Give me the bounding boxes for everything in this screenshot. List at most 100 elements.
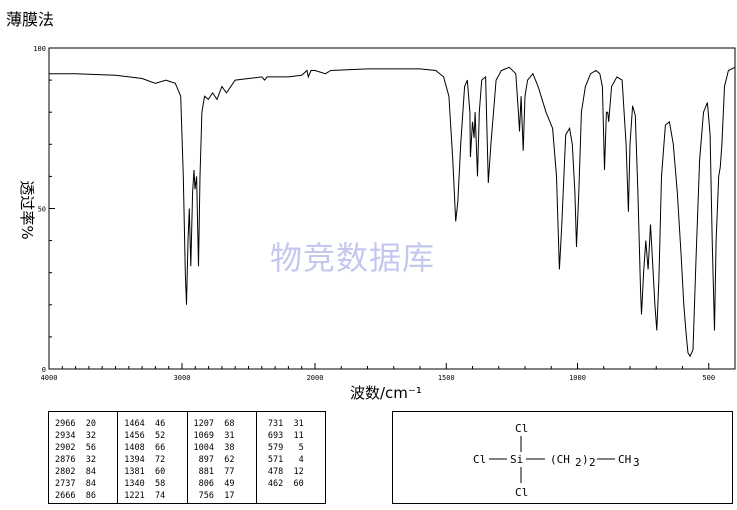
peak-transmittance: 84 (75, 479, 96, 489)
peak-transmittance: 60 (283, 479, 304, 489)
peak-row: 1221 74 (124, 490, 186, 502)
peak-row: 1340 58 (124, 478, 186, 490)
peak-wavenumber: 571 (262, 455, 284, 465)
chain-open: (CH (550, 453, 570, 466)
peak-wavenumber: 756 (193, 491, 214, 501)
atom-cl-top: Cl (515, 422, 528, 435)
peak-row: 462 60 (263, 478, 325, 490)
peak-row: 571 4 (263, 454, 325, 466)
axes-frame (48, 47, 736, 370)
peak-row: 2666 86 (55, 490, 117, 502)
peak-transmittance: 86 (75, 491, 96, 501)
peak-transmittance: 52 (144, 431, 166, 441)
peak-wavenumber: 1456 (124, 431, 145, 441)
molecular-structure: Cl Cl Si Cl (CH 2 ) 2 CH 3 (392, 411, 733, 504)
peak-transmittance: 56 (75, 443, 96, 453)
peak-row: 1069 31 (194, 430, 256, 442)
peak-wavenumber: 806 (193, 479, 214, 489)
peak-wavenumber: 1340 (124, 479, 145, 489)
peak-wavenumber: 2902 (55, 443, 76, 453)
y-tick-label: 0 (42, 366, 46, 374)
peak-wavenumber: 897 (193, 455, 214, 465)
peak-row: 881 77 (194, 466, 256, 478)
peak-transmittance: 62 (213, 455, 235, 465)
peak-row: 1004 38 (194, 442, 256, 454)
peak-row: 806 49 (194, 478, 256, 490)
peak-transmittance: 60 (144, 467, 166, 477)
watermark-text: 物竞数据库 (270, 239, 436, 277)
peak-row: 2737 84 (55, 478, 117, 490)
peak-transmittance: 77 (213, 467, 235, 477)
peak-transmittance: 4 (283, 455, 304, 465)
peak-wavenumber: 1464 (124, 419, 145, 429)
peak-row: 1408 66 (124, 442, 186, 454)
x-tick-label: 1500 (438, 374, 455, 382)
peak-wavenumber: 2737 (55, 479, 76, 489)
y-axis-ticks: 0 50 100 (33, 45, 55, 374)
peak-wavenumber: 1069 (193, 431, 214, 441)
atom-cl-bottom: Cl (515, 486, 528, 499)
peak-row: 897 62 (194, 454, 256, 466)
peak-transmittance: 12 (283, 467, 304, 477)
peak-row: 2876 32 (55, 454, 117, 466)
peak-row: 1456 52 (124, 430, 186, 442)
peak-row: 1394 72 (124, 454, 186, 466)
y-tick-label: 50 (38, 206, 46, 214)
peak-row: 756 17 (194, 490, 256, 502)
chain-close: ) (582, 453, 589, 466)
peak-wavenumber: 2802 (55, 467, 76, 477)
peak-table: 2966 20 2934 32 2902 56 2876 32 2802 84 2737 … (48, 411, 326, 504)
x-tick-label: 1000 (569, 374, 586, 382)
peak-row: 579 5 (263, 442, 325, 454)
peak-column: 1207 68 1069 31 1004 38 897 62 881 77 806 … (186, 412, 256, 503)
peak-transmittance: 5 (283, 443, 304, 453)
peak-wavenumber: 1394 (124, 455, 145, 465)
peak-transmittance: 84 (75, 467, 96, 477)
peak-wavenumber: 881 (193, 467, 214, 477)
peak-wavenumber: 462 (262, 479, 284, 489)
peak-wavenumber: 1221 (124, 491, 145, 501)
peak-transmittance: 74 (144, 491, 166, 501)
peak-row: 478 12 (263, 466, 325, 478)
peak-row: 2934 32 (55, 430, 117, 442)
peak-transmittance: 66 (144, 443, 166, 453)
peak-transmittance: 31 (283, 419, 304, 429)
peak-transmittance: 11 (283, 431, 304, 441)
peak-row: 2966 20 (55, 418, 117, 430)
x-tick-label: 2000 (307, 374, 324, 382)
peak-transmittance: 38 (213, 443, 235, 453)
terminal-subscript: 3 (633, 456, 640, 469)
plot-frame (48, 47, 736, 370)
peak-transmittance: 32 (75, 431, 96, 441)
peak-row: 2802 84 (55, 466, 117, 478)
peak-wavenumber: 1408 (124, 443, 145, 453)
x-tick-label: 500 (702, 374, 715, 382)
method-label: 薄膜法 (6, 10, 55, 29)
peak-wavenumber: 478 (262, 467, 284, 477)
peak-transmittance: 31 (213, 431, 235, 441)
spectrum-line (49, 66, 736, 358)
y-tick-label: 100 (33, 45, 46, 53)
peak-wavenumber: 1381 (124, 467, 145, 477)
peak-transmittance: 32 (75, 455, 96, 465)
peak-row: 731 31 (263, 418, 325, 430)
peak-transmittance: 68 (213, 419, 235, 429)
peak-transmittance: 58 (144, 479, 166, 489)
chain-subscript-n: 2 (589, 456, 596, 469)
atom-cl-left: Cl (473, 453, 486, 466)
peak-transmittance: 46 (144, 419, 166, 429)
peak-transmittance: 72 (144, 455, 166, 465)
peak-row: 1464 46 (124, 418, 186, 430)
y-axis-label: 透过率% (18, 180, 36, 239)
peak-row: 1381 60 (124, 466, 186, 478)
ir-spectrum-chart: 4000 3000 2000 1500 1000 500 0 50 100 波数/cm⁻¹ 透… (18, 45, 736, 400)
x-tick-label: 3000 (174, 374, 191, 382)
peak-column: 731 31 693 11 579 5 571 4 478 12 462 60 (255, 412, 325, 503)
peak-column: 1464 46 1456 52 1408 66 1394 72 1381 60 1340 … (117, 412, 186, 503)
x-tick-label: 4000 (41, 374, 58, 382)
peak-wavenumber: 1207 (193, 419, 214, 429)
peak-transmittance: 17 (213, 491, 235, 501)
peak-row: 1207 68 (194, 418, 256, 430)
peak-transmittance: 49 (213, 479, 235, 489)
atom-si: Si (510, 453, 523, 466)
